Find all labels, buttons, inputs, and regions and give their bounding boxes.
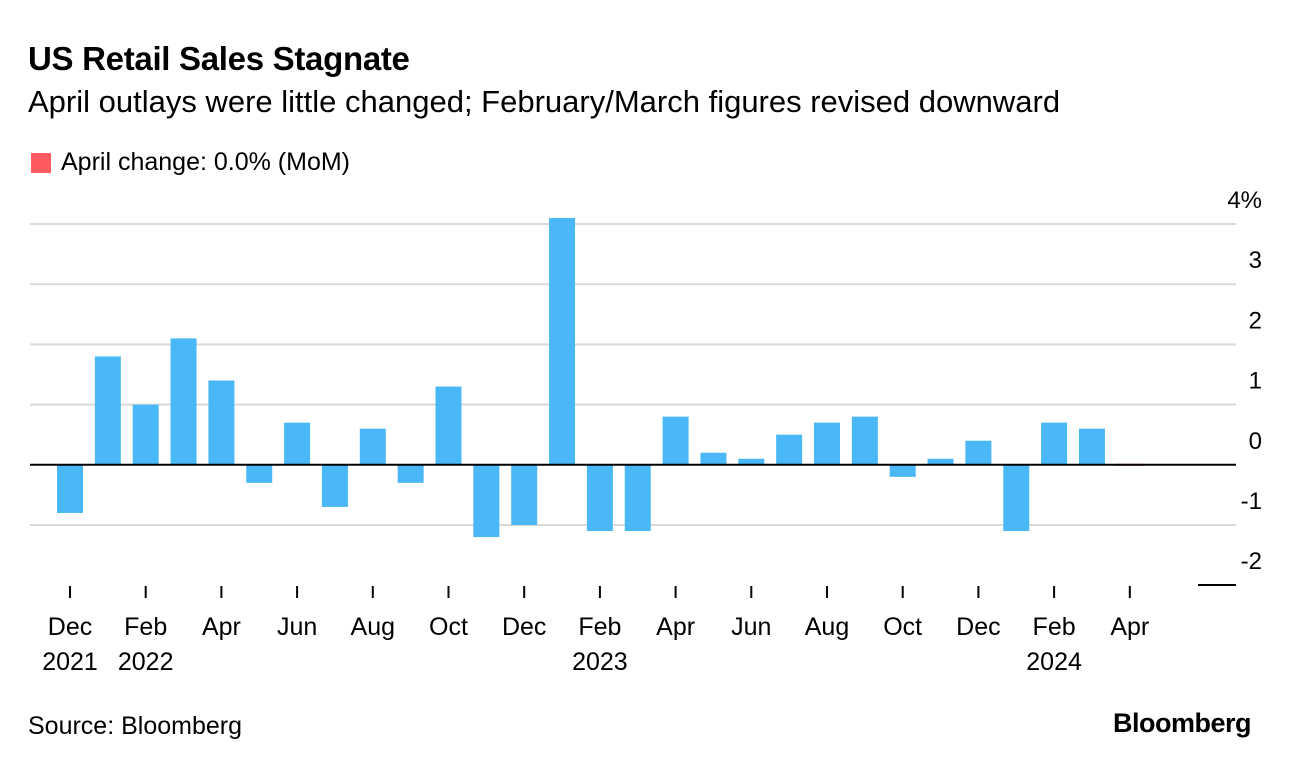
source-note: Source: Bloomberg <box>28 712 243 740</box>
x-tick-year-label: 2022 <box>118 648 174 676</box>
chart-title: US Retail Sales Stagnate <box>28 40 410 77</box>
bar <box>851 416 878 465</box>
x-tick-label: Aug <box>805 613 849 641</box>
bar-chart: 4% 3 2 1 0 -1 -2 Dec 2021 Feb 2022 Apr Jun Aug Oct Dec F… <box>30 187 1262 676</box>
y-tick-label: -1 <box>1241 488 1262 515</box>
bar <box>700 452 727 465</box>
y-tick-label: 3 <box>1249 247 1262 274</box>
bar <box>321 464 348 507</box>
bar <box>662 416 689 465</box>
legend-label: April change: 0.0% (MoM) <box>61 148 351 176</box>
bloomberg-logo: Bloomberg <box>1112 708 1252 738</box>
bar <box>284 422 311 465</box>
axes <box>30 463 1236 598</box>
legend-swatch <box>31 152 51 173</box>
bar <box>624 464 651 532</box>
bar <box>57 464 83 513</box>
bar <box>359 428 386 465</box>
bar <box>94 356 121 465</box>
x-tick-label: Oct <box>883 613 922 641</box>
bar <box>1041 422 1068 465</box>
x-tick-label: Apr <box>656 613 695 641</box>
x-tick-label: Dec <box>48 613 92 641</box>
bar <box>738 458 765 465</box>
bar <box>776 434 803 465</box>
bar <box>889 464 916 477</box>
bar <box>1003 464 1030 532</box>
chart-subtitle: April outlays were little changed; Febru… <box>28 84 1061 119</box>
x-tick-label: Apr <box>202 613 241 641</box>
x-tick-label: Feb <box>1033 613 1076 641</box>
bar <box>965 440 992 465</box>
bars <box>57 217 1143 538</box>
bar <box>246 464 273 483</box>
bar <box>927 458 954 465</box>
x-tick-label: Apr <box>1110 613 1149 641</box>
x-tick-year-label: 2021 <box>42 648 98 676</box>
x-tick-label: Feb <box>124 613 167 641</box>
bar <box>435 386 462 465</box>
x-tick-year-label: 2023 <box>572 648 628 676</box>
y-tick-label: 1 <box>1249 368 1262 395</box>
bar <box>208 380 235 465</box>
bar <box>549 217 576 465</box>
bar <box>473 464 500 538</box>
y-tick-label: 4% <box>1227 187 1262 214</box>
bar <box>511 464 538 525</box>
y-tick-label: 2 <box>1249 307 1262 334</box>
bar <box>586 464 613 532</box>
x-tick-label: Dec <box>502 613 546 641</box>
x-tick-label: Jun <box>277 613 317 641</box>
bar <box>170 338 197 465</box>
y-tick-label: -2 <box>1241 548 1262 575</box>
x-tick-label: Feb <box>578 613 621 641</box>
bar <box>397 464 424 483</box>
bar <box>814 422 840 465</box>
x-tick-year-label: 2024 <box>1026 648 1082 676</box>
x-tick-label: Dec <box>956 613 1000 641</box>
x-tick-label: Jun <box>731 613 771 641</box>
axis-labels: 4% 3 2 1 0 -1 -2 Dec 2021 Feb 2022 Apr Jun Aug Oct Dec F… <box>42 187 1262 676</box>
bar <box>132 404 159 465</box>
x-tick-label: Oct <box>429 613 468 641</box>
bar <box>1078 428 1105 465</box>
y-tick-label: 0 <box>1249 428 1262 455</box>
legend: April change: 0.0% (MoM) <box>31 148 350 177</box>
x-tick-label: Aug <box>351 613 395 641</box>
